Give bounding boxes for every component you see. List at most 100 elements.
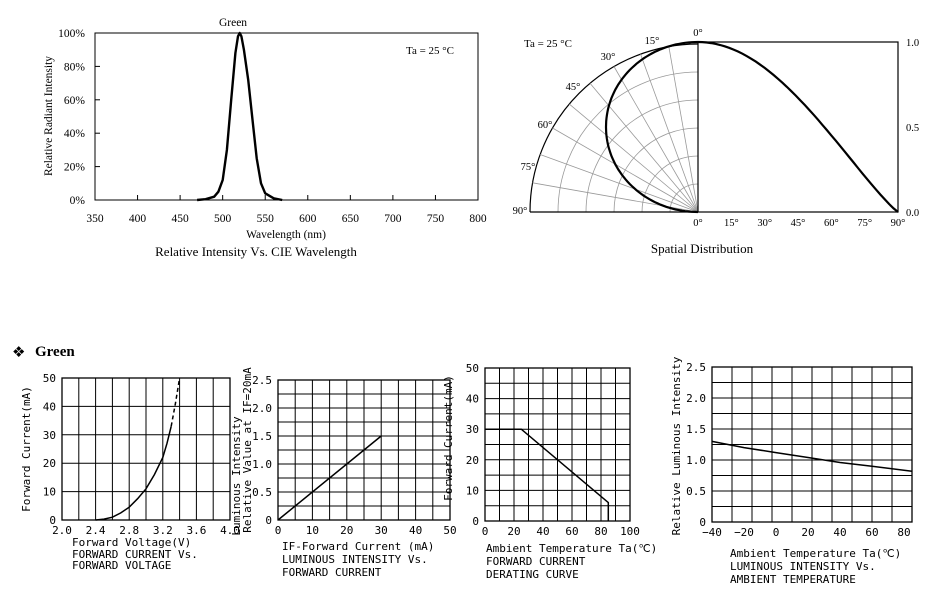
spatial-spoke bbox=[552, 127, 699, 213]
derating-title: FORWARD CURRENT bbox=[486, 555, 586, 568]
spectrum-x-tick-label: 550 bbox=[257, 213, 275, 225]
spatial-polar-lobe bbox=[604, 40, 699, 214]
spectrum-y-tick-label: 20% bbox=[64, 162, 86, 174]
temp-x-tick-label: −40 bbox=[702, 526, 722, 539]
li-x-tick-label: 0 bbox=[275, 524, 282, 537]
spectrum-y-tick-label: 80% bbox=[64, 61, 86, 73]
iv-y-tick-label: 50 bbox=[43, 372, 56, 385]
temp-title: LUMINOUS INTENSITY Vs. bbox=[730, 560, 876, 573]
spatial-angle-label: 90° bbox=[513, 206, 528, 217]
derating-x-tick-label: 80 bbox=[594, 525, 607, 538]
spatial-angle-label: 30° bbox=[601, 52, 616, 63]
spatial-angle-label: 60° bbox=[538, 120, 553, 131]
li-title: LUMINOUS INTENSITY Vs. bbox=[282, 553, 428, 566]
spectrum-title: Relative Intensity Vs. CIE Wavelength bbox=[155, 244, 357, 259]
li-x-tick-label: 10 bbox=[306, 524, 319, 537]
temp-x-tick-label: 0 bbox=[773, 526, 780, 539]
spectrum-frame bbox=[94, 32, 479, 201]
spatial-angle-label: 15° bbox=[645, 36, 660, 47]
li-y-axis-label-line2: Relative Value at IF=20mA bbox=[241, 367, 254, 533]
temp-x-tick-label: 80 bbox=[897, 526, 910, 539]
derating-y-tick-label: 30 bbox=[466, 423, 479, 436]
temp-x-tick-label: −20 bbox=[734, 526, 754, 539]
spectrum-x-tick-label: 500 bbox=[214, 213, 232, 225]
li-y-tick-label: 1.5 bbox=[252, 430, 272, 443]
derating-x-axis-label: Ambient Temperature Ta(℃) bbox=[486, 542, 657, 555]
li-frame bbox=[277, 379, 451, 521]
iv-series-line bbox=[95, 426, 172, 521]
derating-y-tick-label: 0 bbox=[472, 515, 479, 528]
spatial-angle-label: 45° bbox=[566, 82, 581, 93]
spectrum-x-tick-label: 400 bbox=[129, 213, 147, 225]
spatial-radial-tick-label: 1.0 bbox=[906, 38, 919, 49]
spatial-ring bbox=[641, 155, 699, 213]
spatial-ring bbox=[585, 99, 699, 213]
spatial-frame bbox=[697, 41, 899, 213]
iv-y-tick-label: 30 bbox=[43, 429, 56, 442]
temp-series-line bbox=[711, 440, 913, 472]
iv-x-tick-label: 4.0 bbox=[220, 524, 240, 537]
spatial-angle-label: 75° bbox=[521, 162, 536, 173]
spatial-ring bbox=[557, 71, 699, 213]
iv-x-tick-label: 2.8 bbox=[119, 524, 139, 537]
derating-x-tick-label: 0 bbox=[482, 525, 489, 538]
spectrum-x-tick-label: 750 bbox=[427, 213, 445, 225]
temp-y-tick-label: 0.5 bbox=[686, 485, 706, 498]
spatial-spoke bbox=[613, 66, 699, 213]
spatial-title: Spatial Distribution bbox=[651, 241, 754, 256]
derating-title-line2: DERATING CURVE bbox=[486, 568, 579, 581]
spatial-spoke bbox=[640, 53, 699, 213]
derating-x-tick-label: 60 bbox=[565, 525, 578, 538]
derating-x-tick-label: 20 bbox=[507, 525, 520, 538]
iv-series-line bbox=[170, 377, 181, 427]
spatial-x-tick-label: 75° bbox=[857, 218, 872, 229]
spectrum-series-line bbox=[196, 31, 283, 202]
iv-y-tick-label: 10 bbox=[43, 486, 56, 499]
iv-frame bbox=[61, 377, 231, 521]
spectrum-y-tick-label: 60% bbox=[64, 95, 86, 107]
li-x-axis-label: IF-Forward Current (mA) bbox=[282, 540, 434, 553]
spectrum-x-axis-label: Wavelength (nm) bbox=[246, 229, 326, 241]
spectrum-series-label: Green bbox=[219, 17, 247, 29]
derating-x-tick-label: 100 bbox=[620, 525, 640, 538]
spectrum-x-tick-label: 650 bbox=[342, 213, 360, 225]
temp-y-tick-label: 2.5 bbox=[686, 361, 706, 374]
spectrum-temperature-annotation: Ta = 25 °C bbox=[406, 45, 454, 57]
li-y-tick-label: 1.0 bbox=[252, 458, 272, 471]
spatial-spoke bbox=[589, 83, 699, 213]
spatial-spoke bbox=[539, 154, 699, 213]
spatial-x-tick-label: 90° bbox=[891, 218, 906, 229]
iv-y-tick-label: 20 bbox=[43, 457, 56, 470]
spatial-spoke bbox=[668, 46, 699, 213]
spectrum-y-tick-label: 40% bbox=[64, 128, 86, 140]
derating-y-tick-label: 50 bbox=[466, 362, 479, 375]
derating-frame bbox=[484, 367, 631, 522]
spectrum-x-tick-label: 350 bbox=[86, 213, 104, 225]
li-x-tick-label: 50 bbox=[443, 524, 456, 537]
spectrum-y-tick-label: 0% bbox=[70, 195, 86, 207]
li-x-tick-label: 40 bbox=[409, 524, 422, 537]
derating-y-tick-label: 20 bbox=[466, 454, 479, 467]
derating-y-tick-label: 40 bbox=[466, 393, 479, 406]
temp-y-tick-label: 2.0 bbox=[686, 392, 706, 405]
li-x-tick-label: 30 bbox=[375, 524, 388, 537]
temp-x-axis-label: Ambient Temperature Ta(℃) bbox=[730, 547, 901, 560]
spectrum-x-tick-label: 600 bbox=[299, 213, 317, 225]
iv-x-axis-label: Forward Voltage(V) bbox=[72, 536, 191, 549]
li-y-tick-label: 0 bbox=[265, 514, 272, 527]
li-y-axis-label: Luminous Intensity bbox=[230, 416, 243, 536]
spatial-radial-tick-label: 0.0 bbox=[906, 208, 919, 219]
iv-y-tick-label: 40 bbox=[43, 400, 56, 413]
spectrum-x-tick-label: 800 bbox=[469, 213, 487, 225]
spatial-spoke bbox=[569, 103, 699, 213]
iv-title-line2: FORWARD VOLTAGE bbox=[72, 559, 171, 572]
spectrum-x-tick-label: 450 bbox=[171, 213, 189, 225]
spatial-angle-label: 0° bbox=[693, 28, 702, 39]
iv-title: FORWARD CURRENT Vs. bbox=[72, 548, 198, 561]
section-bullet-icon: ❖ bbox=[12, 343, 25, 361]
iv-x-tick-label: 3.2 bbox=[153, 524, 173, 537]
iv-x-tick-label: 3.6 bbox=[186, 524, 206, 537]
spatial-intensity-curve bbox=[697, 40, 899, 213]
li-series-line bbox=[277, 435, 382, 521]
